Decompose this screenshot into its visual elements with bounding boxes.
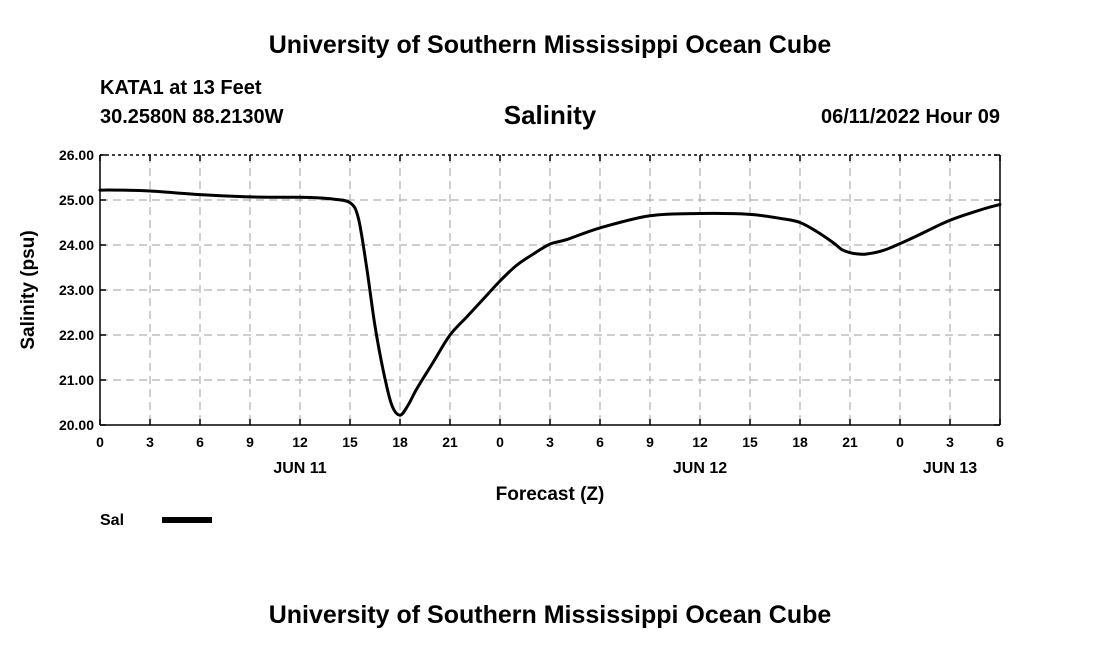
legend-label: Sal	[100, 512, 124, 529]
y-tick-label: 20.00	[59, 417, 94, 433]
y-tick-label: 23.00	[59, 282, 94, 298]
main-title: University of Southern Mississippi Ocean…	[268, 31, 832, 59]
date-label: JUN 12	[673, 460, 727, 477]
x-tick-label: 12	[292, 434, 308, 450]
salinity-series-line	[98, 188, 1002, 417]
x-tick-label: 6	[596, 434, 604, 450]
x-tick-label: 6	[996, 434, 1004, 450]
x-tick-label: 3	[546, 434, 554, 450]
station-name: KATA1 at 13 Feet	[100, 77, 262, 99]
x-tick-label: 12	[692, 434, 708, 450]
x-tick-label: 0	[496, 434, 504, 450]
y-tick-label: 24.00	[59, 237, 94, 253]
forecast-datetime: 06/11/2022 Hour 09	[820, 106, 1000, 128]
date-label: JUN 13	[923, 460, 977, 477]
y-axis-label: Salinity (psu)	[18, 230, 39, 349]
x-tick-label: 0	[896, 434, 904, 450]
x-tick-label: 9	[246, 434, 254, 450]
x-axis-label: Forecast (Z)	[496, 484, 605, 505]
x-tick-label: 0	[96, 434, 104, 450]
x-tick-label: 18	[792, 434, 808, 450]
x-tick-label: 18	[392, 434, 408, 450]
y-tick-label: 21.00	[59, 372, 94, 388]
x-tick-label: 21	[842, 434, 858, 450]
station-coordinates: 30.2580N 88.2130W	[100, 106, 284, 128]
date-label: JUN 11	[273, 460, 326, 477]
y-tick-label: 26.00	[59, 147, 94, 163]
chart-title: Salinity	[503, 100, 597, 130]
axes	[99, 154, 1001, 426]
x-tick-label: 3	[946, 434, 954, 450]
x-tick-label: 3	[146, 434, 154, 450]
x-tick-label: 21	[442, 434, 458, 450]
footer-title: University of Southern Mississippi Ocean…	[268, 601, 832, 629]
x-tick-label: 9	[646, 434, 654, 450]
x-tick-label: 15	[742, 434, 758, 450]
x-tick-label: 6	[196, 434, 204, 450]
y-tick-label: 25.00	[59, 192, 94, 208]
y-tick-label: 22.00	[59, 327, 94, 343]
tick-labels: 0 3 6 9 12 15 18 21 0 3 6 9 12 15 18 21 0 3 6 20.00 21.00 22.…	[59, 147, 1004, 477]
x-tick-label: 15	[342, 434, 358, 450]
